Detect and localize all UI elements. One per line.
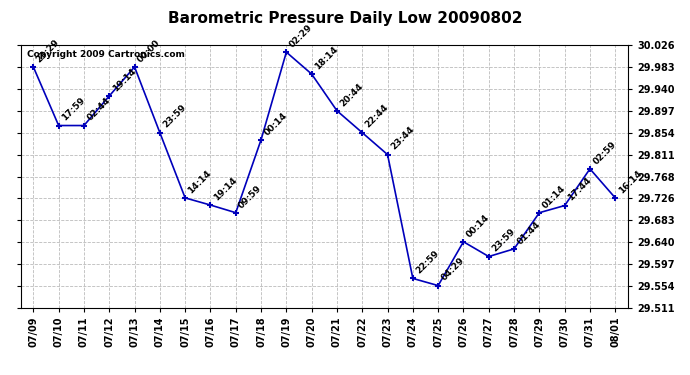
Text: 19:14: 19:14 [110,66,137,93]
Text: 23:29: 23:29 [34,38,61,64]
Text: 17:59: 17:59 [60,96,87,123]
Text: 00:14: 00:14 [465,213,491,239]
Text: Copyright 2009 Cartronics.com: Copyright 2009 Cartronics.com [27,50,185,59]
Text: 23:59: 23:59 [161,103,188,130]
Text: 23:59: 23:59 [490,227,517,254]
Text: 09:59: 09:59 [237,183,264,210]
Text: 17:44: 17:44 [566,176,593,203]
Text: 04:29: 04:29 [440,256,466,283]
Text: 02:44: 02:44 [86,96,112,123]
Text: 22:59: 22:59 [414,249,441,276]
Text: 20:44: 20:44 [338,81,365,108]
Text: 19:14: 19:14 [212,176,239,202]
Text: 23:44: 23:44 [389,125,415,152]
Text: 00:14: 00:14 [262,111,289,137]
Text: 01:14: 01:14 [541,183,567,210]
Text: 14:14: 14:14 [186,168,213,195]
Text: 00:00: 00:00 [136,38,162,64]
Text: 02:29: 02:29 [288,23,315,50]
Text: 16:14: 16:14 [617,168,643,195]
Text: 18:14: 18:14 [313,45,339,71]
Text: Barometric Pressure Daily Low 20090802: Barometric Pressure Daily Low 20090802 [168,11,522,26]
Text: 22:44: 22:44 [364,103,391,130]
Text: 01:44: 01:44 [515,219,542,246]
Text: 02:59: 02:59 [591,140,618,166]
